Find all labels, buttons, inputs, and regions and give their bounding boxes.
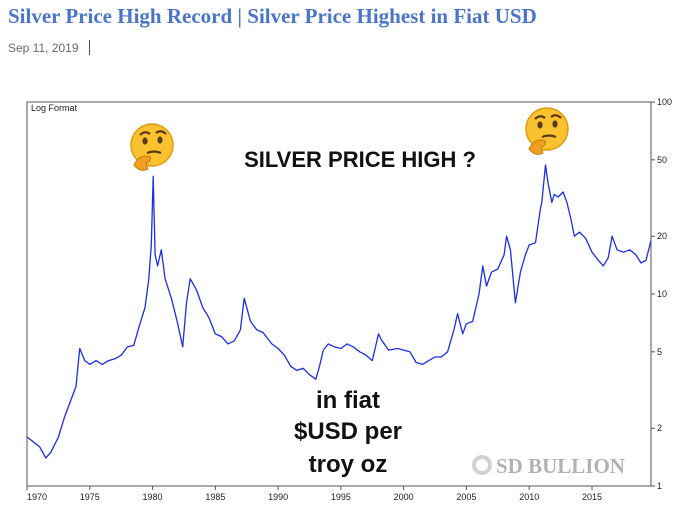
- sd-bullion-logo: SD BULLION: [472, 454, 625, 478]
- y-tick-label: 50: [657, 155, 667, 165]
- watermark-text: SD BULLION: [496, 454, 625, 478]
- y-tick-label: 20: [657, 231, 667, 241]
- y-tick-label: 1: [657, 481, 662, 491]
- x-tick-label: 2000: [394, 492, 414, 502]
- x-tick-label: 1970: [27, 492, 47, 502]
- annotation-line-1: in fiat: [316, 387, 380, 414]
- x-tick-label: 1990: [268, 492, 288, 502]
- meta-divider: [88, 40, 90, 55]
- post-meta: Sep 11, 2019: [8, 40, 90, 55]
- x-tick-label: 2015: [582, 492, 602, 502]
- y-tick-label: 100: [657, 97, 672, 107]
- x-tick-label: 1975: [80, 492, 100, 502]
- plot-frame: [26, 101, 652, 487]
- x-tick-label: 1995: [331, 492, 351, 502]
- chart-title: SILVER PRICE HIGH ?: [244, 147, 476, 172]
- post-title: Silver Price High Record | Silver Price …: [8, 4, 537, 28]
- y-tick-label: 5: [657, 347, 662, 357]
- thinking-face-icon: [525, 107, 569, 155]
- y-tick-label: 10: [657, 289, 667, 299]
- chart-subtitle: Log Format: [31, 103, 78, 113]
- silver-price-line: [26, 164, 652, 459]
- x-tick-label: 2005: [456, 492, 476, 502]
- x-tick-label: 2010: [519, 492, 539, 502]
- y-axis: 100 50 20 10 5 2 1: [651, 97, 672, 491]
- annotation-line-3: troy oz: [309, 451, 388, 478]
- x-axis: 1970 1975 1980 1985 1990 1995 2000 2005 2010 2015: [26, 486, 602, 502]
- post-date: Sep 11, 2019: [8, 40, 79, 55]
- y-tick-label: 2: [657, 423, 662, 433]
- silver-price-chart: Log Format 1970 1975 1980 1985 1990 1995 2000 2…: [26, 97, 672, 502]
- annotation-line-2: $USD per: [294, 418, 402, 445]
- x-tick-label: 1985: [205, 492, 225, 502]
- thinking-face-icon: [130, 123, 174, 171]
- x-tick-label: 1980: [143, 492, 163, 502]
